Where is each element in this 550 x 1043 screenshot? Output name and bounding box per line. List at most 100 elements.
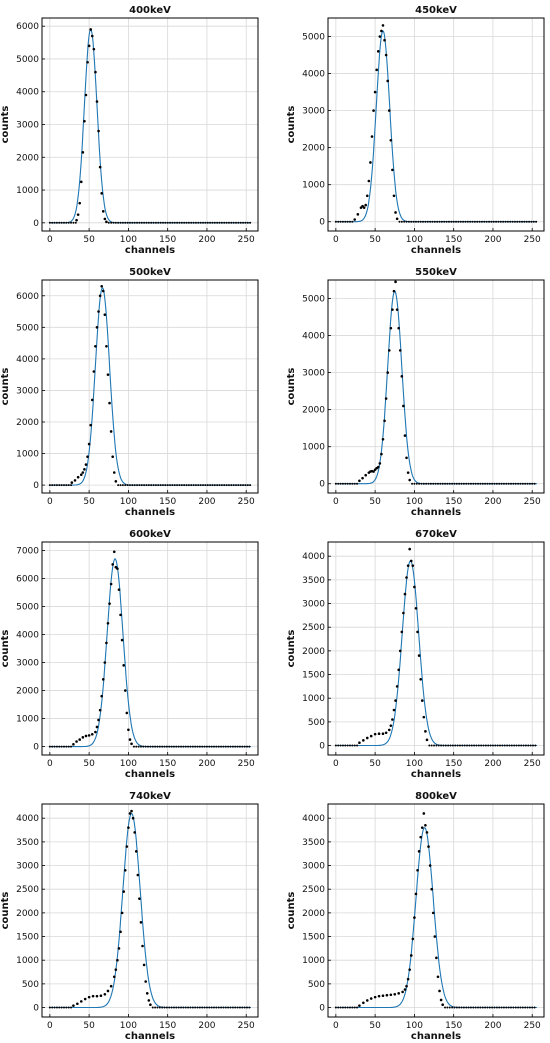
data-point	[393, 992, 397, 996]
data-point	[70, 481, 74, 484]
data-point-baseline	[509, 220, 512, 223]
data-point-baseline	[356, 744, 359, 747]
data-point-baseline	[67, 1006, 70, 1009]
data-point	[106, 989, 110, 993]
data-point-baseline	[62, 484, 65, 487]
data-point-baseline	[222, 1006, 225, 1009]
x-tick-label: 150	[159, 235, 176, 245]
x-tick-label: 250	[524, 759, 541, 769]
data-point-baseline	[114, 221, 117, 224]
data-point-baseline	[206, 221, 209, 224]
data-point-baseline	[133, 484, 136, 487]
data-point	[389, 326, 393, 330]
data-point	[411, 564, 415, 567]
data-point-baseline	[117, 484, 120, 487]
data-point-baseline	[143, 484, 146, 487]
data-point-baseline	[249, 484, 252, 487]
data-point-baseline	[339, 220, 342, 223]
data-point-baseline	[218, 484, 221, 487]
data-point-baseline	[410, 220, 413, 223]
data-point-baseline	[528, 482, 531, 485]
data-point-baseline	[204, 484, 207, 487]
data-point	[76, 1002, 79, 1006]
data-point	[100, 694, 103, 698]
data-point	[95, 326, 99, 329]
data-point-baseline	[138, 221, 141, 224]
data-point-baseline	[417, 220, 420, 223]
data-point	[141, 944, 144, 948]
y-tick-label: 3000	[16, 121, 39, 131]
plot-frame	[41, 17, 259, 232]
data-point	[127, 826, 130, 829]
data-point-baseline	[488, 1006, 491, 1009]
data-point-baseline	[169, 484, 172, 487]
x-tick-label: 150	[159, 759, 176, 769]
data-point-baseline	[487, 744, 490, 747]
data-point	[402, 404, 405, 408]
data-point	[381, 24, 385, 27]
data-point-baseline	[168, 1006, 171, 1009]
data-point	[356, 213, 360, 216]
data-point	[73, 479, 77, 482]
data-point-baseline	[430, 744, 433, 747]
data-point-baseline	[249, 221, 252, 224]
y-tick-label: 2500	[302, 623, 325, 633]
data-point	[116, 958, 119, 962]
data-point	[89, 28, 92, 31]
data-point-baseline	[532, 744, 535, 747]
data-point-baseline	[518, 220, 521, 223]
data-point-baseline	[339, 1006, 342, 1009]
data-point	[87, 442, 91, 446]
data-point-baseline	[356, 482, 359, 485]
y-tick-label: 3000	[302, 600, 325, 610]
data-point	[122, 890, 125, 893]
data-point-baseline	[126, 221, 129, 224]
data-point-baseline	[353, 744, 356, 747]
fit-curve	[335, 30, 537, 223]
data-point-baseline	[346, 744, 349, 747]
data-point-baseline	[58, 745, 61, 748]
data-point-baseline	[475, 744, 478, 747]
data-point-baseline	[526, 482, 529, 485]
data-point	[389, 724, 393, 727]
y-tick-label: 0	[33, 219, 39, 229]
data-point-baseline	[446, 1006, 449, 1009]
y-tick-label: 1000	[302, 694, 325, 704]
data-point-baseline	[515, 744, 518, 747]
data-point-baseline	[436, 220, 439, 223]
data-point-baseline	[438, 220, 441, 223]
data-point-baseline	[439, 482, 442, 485]
y-axis-label: counts	[286, 368, 297, 406]
data-point-baseline	[210, 1006, 213, 1009]
x-tick-label: 100	[406, 1021, 423, 1031]
data-point-baseline	[62, 221, 65, 224]
subplot-title: 450keV	[415, 5, 457, 16]
x-tick-label: 200	[484, 1021, 501, 1031]
y-tick-label: 0	[319, 742, 325, 752]
data-point-baseline	[185, 484, 188, 487]
data-point-baseline	[462, 220, 465, 223]
data-point-baseline	[215, 745, 218, 748]
data-point-baseline	[484, 1006, 487, 1009]
data-point	[358, 1004, 361, 1007]
data-point-baseline	[220, 484, 223, 487]
data-point-baseline	[346, 482, 349, 485]
subplot-title: 740keV	[129, 791, 171, 802]
data-point-baseline	[67, 484, 70, 487]
data-point-baseline	[60, 484, 63, 487]
data-point-baseline	[431, 220, 434, 223]
y-tick-label: 2000	[302, 406, 325, 416]
y-tick-label: 4000	[302, 70, 325, 80]
data-point-baseline	[337, 482, 340, 485]
x-tick-label: 100	[406, 759, 423, 769]
data-point-baseline	[213, 1006, 216, 1009]
y-tick-label: 500	[308, 980, 325, 990]
data-point-baseline	[171, 221, 174, 224]
x-tick-label: 250	[238, 497, 255, 507]
data-point-baseline	[199, 221, 202, 224]
data-point	[131, 816, 135, 820]
data-point	[145, 992, 149, 995]
data-point-baseline	[131, 221, 134, 224]
data-point-baseline	[344, 1006, 347, 1009]
